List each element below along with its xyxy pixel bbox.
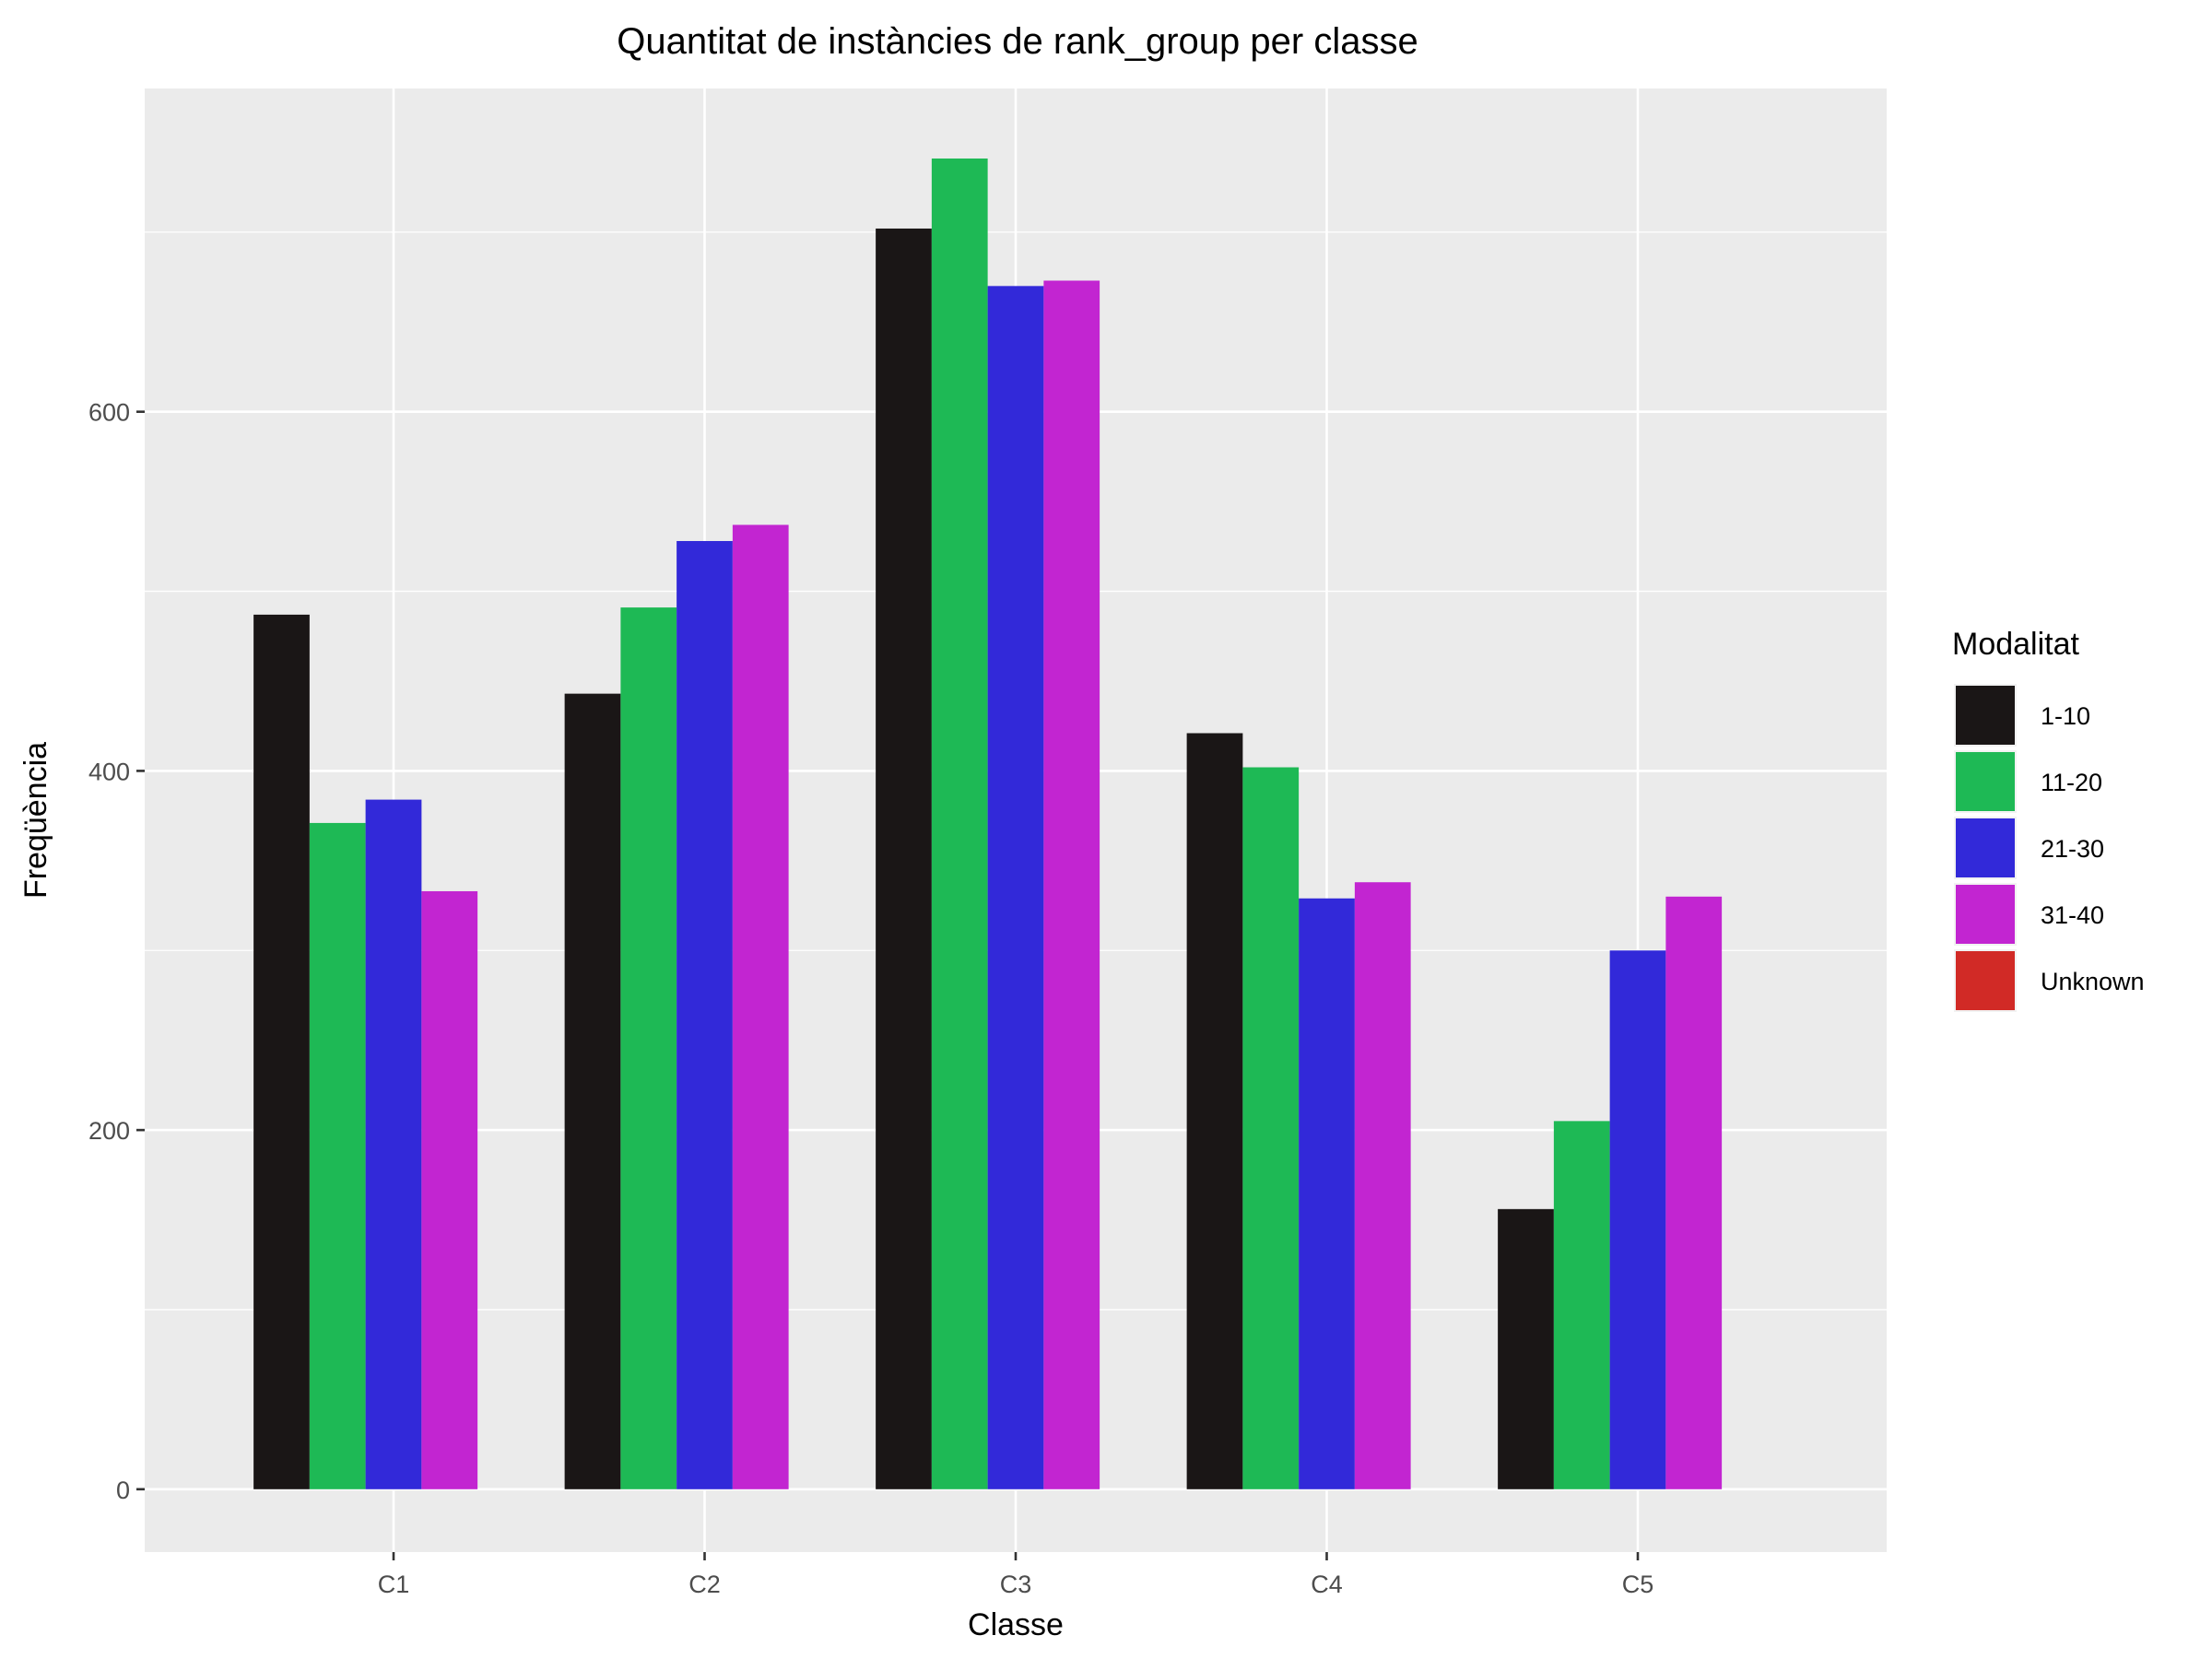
legend: Modalitat 1-10 11-20 21-30 31-40 Unknown bbox=[1952, 627, 2145, 1012]
legend-label: 31-40 bbox=[2041, 901, 2104, 929]
chart-title: Quantitat de instàncies de rank_group pe… bbox=[617, 21, 1418, 62]
x-tick-label: C4 bbox=[1311, 1571, 1343, 1598]
x-tick-label: C5 bbox=[1622, 1571, 1654, 1598]
legend-swatch-Unknown bbox=[1956, 951, 2015, 1010]
bar-21-30-C1 bbox=[365, 799, 422, 1489]
bar-31-40-C4 bbox=[1354, 882, 1411, 1489]
bar-21-30-C5 bbox=[1609, 950, 1666, 1489]
bar-1-10-C1 bbox=[253, 614, 310, 1489]
bar-31-40-C3 bbox=[1043, 280, 1100, 1489]
x-axis-title: Classe bbox=[968, 1607, 1064, 1642]
legend-title: Modalitat bbox=[1952, 627, 2080, 662]
bar-31-40-C5 bbox=[1665, 896, 1723, 1489]
bar-11-20-C5 bbox=[1553, 1121, 1610, 1489]
bar-31-40-C1 bbox=[421, 890, 478, 1489]
bar-21-30-C4 bbox=[1299, 898, 1355, 1489]
bar-21-30-C2 bbox=[677, 541, 733, 1489]
y-axis-title: Freqüència bbox=[18, 742, 53, 899]
legend-label: 11-20 bbox=[2041, 769, 2102, 796]
legend-label: 21-30 bbox=[2041, 835, 2104, 863]
y-tick-label: 600 bbox=[88, 399, 130, 427]
x-tick-label: C1 bbox=[378, 1571, 410, 1598]
y-tick-label: 0 bbox=[116, 1477, 130, 1504]
bars bbox=[253, 158, 1723, 1489]
bar-1-10-C2 bbox=[564, 693, 621, 1489]
bar-1-10-C3 bbox=[876, 228, 932, 1489]
bar-31-40-C2 bbox=[732, 524, 789, 1489]
bar-11-20-C2 bbox=[620, 607, 677, 1489]
y-tick-label: 200 bbox=[88, 1117, 130, 1145]
bar-1-10-C4 bbox=[1186, 733, 1243, 1489]
bar-11-20-C4 bbox=[1242, 767, 1300, 1489]
bar-11-20-C1 bbox=[309, 822, 366, 1489]
y-tick-label: 400 bbox=[88, 758, 130, 785]
legend-swatch-21-30 bbox=[1956, 818, 2015, 877]
axes: 0 200 400 600 C1 C2 C3 C4 C5 bbox=[88, 399, 1653, 1598]
legend-swatch-11-20 bbox=[1956, 752, 2015, 811]
legend-label: Unknown bbox=[2041, 968, 2145, 995]
bar-1-10-C5 bbox=[1498, 1208, 1554, 1489]
bar-11-20-C3 bbox=[931, 158, 988, 1489]
legend-swatch-1-10 bbox=[1956, 686, 2015, 745]
legend-label: 1-10 bbox=[2041, 702, 2090, 730]
x-tick-label: C2 bbox=[688, 1571, 721, 1598]
legend-swatch-31-40 bbox=[1956, 885, 2015, 944]
bar-21-30-C3 bbox=[987, 286, 1044, 1489]
x-tick-label: C3 bbox=[1000, 1571, 1032, 1598]
